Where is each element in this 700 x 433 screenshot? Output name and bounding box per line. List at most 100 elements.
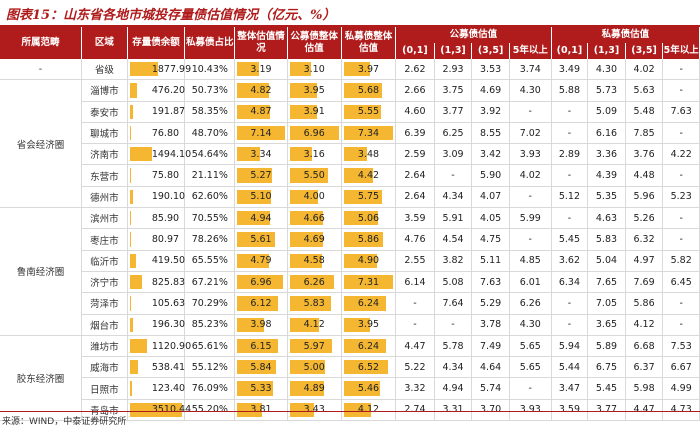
bucket-cell: 3.09 [434, 143, 473, 166]
bucket-cell: 5.96 [625, 186, 664, 209]
bucket-cell: 5.98 [625, 377, 664, 400]
data-bar [343, 125, 394, 141]
bucket-cell: - [434, 164, 473, 187]
data-bar [129, 125, 131, 141]
bucket-cell: 4.99 [662, 377, 700, 400]
public-overall-cell: 3.16 [287, 143, 342, 166]
data-bar [237, 168, 273, 183]
bar-value: 1877.99 [151, 63, 192, 75]
private-overall-cell: 5.75 [341, 186, 397, 209]
title-rule [0, 25, 700, 27]
data-bar [237, 232, 275, 247]
bucket-cell: 7.49 [471, 335, 510, 358]
bucket-cell: 3.62 [551, 250, 589, 272]
region-name: 聊城市 [81, 122, 128, 145]
bar-value: 538.41 [151, 361, 186, 373]
data-bar [237, 381, 273, 396]
bar-value: 5.27 [250, 170, 272, 182]
table-row: 菏泽市 105.63 70.29% 6.12 5.83 6.24-7.64 5.29 6.26… [0, 292, 700, 315]
header-bucket: (3,5] [625, 43, 664, 59]
private-overall-cell: 6.52 [341, 356, 397, 379]
stock-cell: 190.10 [127, 186, 186, 209]
public-overall-cell: 3.95 [287, 79, 342, 102]
bar-value: 75.80 [151, 170, 180, 182]
data-bar [237, 402, 263, 418]
bucket-cell: 2.62 [395, 59, 435, 81]
bucket-cell: 2.55 [395, 250, 435, 272]
data-bar [343, 274, 394, 290]
bucket-cell: 4.30 [509, 79, 552, 102]
header-bucket: (3,5] [471, 43, 510, 59]
public-overall-cell: 4.89 [287, 377, 342, 400]
bar-value: 190.10 [151, 191, 186, 203]
bucket-cell: 4.39 [587, 164, 626, 187]
bar-value: 191.87 [151, 106, 186, 118]
stock-cell: 196.30 [127, 314, 186, 336]
stock-cell: 1877.99 [127, 59, 191, 81]
table-row: 德州市 190.10 62.60% 5.10 4.00 5.75 2.64 4.34 4.07-… [0, 186, 700, 209]
bar-value: 4.94 [250, 212, 272, 224]
stock-cell: 1120.90 [127, 335, 191, 358]
bar-value: 5.75 [357, 191, 380, 203]
private-share-cell: 76.09% [184, 377, 236, 400]
overall-cell: 5.61 [234, 228, 288, 251]
data-bar [289, 189, 318, 205]
bar-value: 3.91 [303, 106, 325, 118]
header-bucket: (0,1] [551, 43, 589, 59]
data-bar [289, 296, 331, 311]
bucket-cell: 4.85 [509, 250, 552, 272]
data-bar [237, 104, 270, 119]
bucket-cell: 4.07 [471, 186, 510, 209]
bucket-cell: 7.69 [625, 271, 664, 294]
bucket-cell: 4.60 [395, 101, 435, 123]
header-overall: 整体估值情况 [234, 27, 288, 59]
data-bar [289, 62, 312, 77]
bucket-cell: 6.75 [587, 356, 626, 379]
header-public-group: 公募债估值 [395, 27, 552, 43]
table-row: 鲁南经济圈 滨州市 85.90 70.55% 4.94 4.66 5.06 3.59 5.91 4… [0, 207, 700, 336]
bucket-cell: 7.05 [587, 292, 626, 315]
bucket-cell: 4.02 [509, 164, 552, 187]
bar-value: 4.69 [303, 234, 325, 246]
overall-cell: 6.96 [234, 271, 288, 294]
bucket-cell: 6.45 [662, 271, 700, 294]
stock-cell: 538.41 [127, 356, 186, 379]
group-label: 胶东经济圈 [0, 335, 82, 422]
bucket-cell: 7.65 [587, 271, 626, 294]
region-name: 济南市 [81, 143, 128, 166]
bucket-cell: 3.49 [551, 59, 589, 81]
bucket-cell: 6.32 [625, 228, 664, 251]
bucket-cell: 4.05 [471, 207, 510, 230]
bar-value: 4.89 [303, 383, 325, 395]
private-share-cell: 54.64% [184, 143, 236, 166]
bucket-cell: 5.63 [625, 79, 664, 102]
bar-value: 5.00 [303, 361, 325, 373]
region-name: 枣庄市 [81, 228, 128, 251]
table-row: 济南市 1494.10 54.64% 3.34 3.16 3.48 2.59 3.09 3.42… [0, 143, 700, 166]
bucket-cell: 3.93 [509, 143, 552, 166]
table-row: 济宁市 825.83 67.21% 6.96 6.26 7.31 6.14 5.08 7.63 6… [0, 271, 700, 294]
stock-cell: 75.80 [127, 164, 186, 187]
private-share-cell: 85.23% [184, 314, 236, 336]
bucket-cell: 5.99 [509, 207, 552, 230]
bucket-cell: 5.44 [551, 356, 589, 379]
stock-cell: 476.20 [127, 79, 186, 102]
bar-value: 3510.44 [151, 404, 192, 416]
bar-value: 7.31 [357, 276, 380, 288]
bucket-cell: 6.34 [551, 271, 589, 294]
public-overall-cell: 4.12 [287, 314, 342, 336]
private-share-cell: 70.55% [184, 207, 236, 230]
data-bar [343, 253, 377, 268]
header-public-overall: 公募债整体估值 [287, 27, 342, 59]
bucket-cell: 3.78 [471, 314, 510, 336]
table-row: 威海市 538.41 55.12% 5.84 5.00 6.52 5.22 4.34 4.64 5… [0, 356, 700, 379]
bucket-cell: - [662, 207, 700, 230]
bucket-cell: 2.74 [395, 399, 435, 422]
data-bar [129, 104, 133, 119]
bucket-cell: 3.77 [434, 101, 473, 123]
data-bar [343, 402, 372, 418]
data-bar [237, 360, 277, 375]
public-overall-cell: 3.10 [287, 59, 342, 81]
private-overall-cell: 5.55 [341, 101, 397, 123]
bucket-cell: 6.14 [395, 271, 435, 294]
